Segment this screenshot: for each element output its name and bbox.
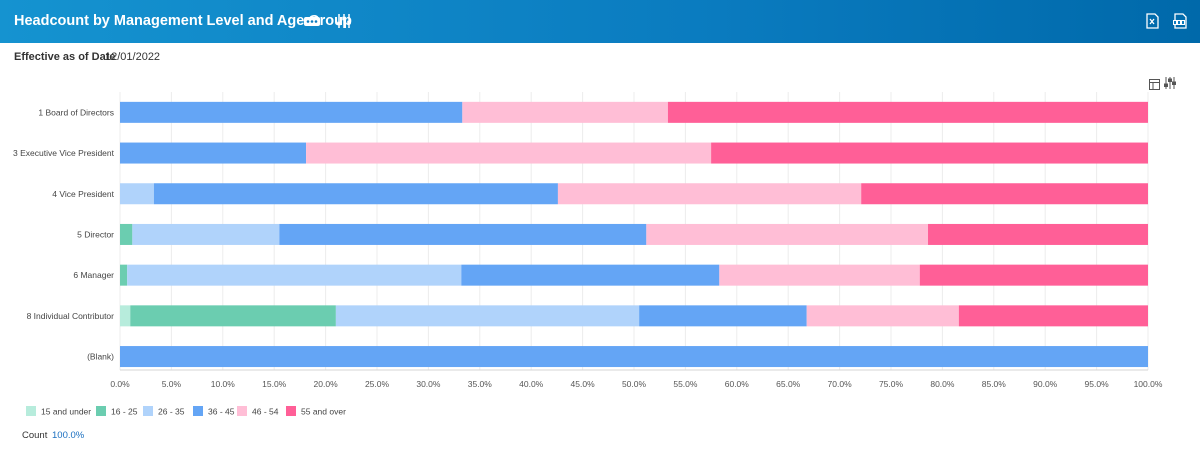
bar-segment[interactable]	[958, 305, 1148, 327]
legend-swatch	[237, 406, 247, 416]
x-tick-label: 10.0%	[211, 379, 236, 389]
sliders-icon[interactable]	[335, 12, 353, 30]
legend-label[interactable]: 16 - 25	[111, 407, 138, 417]
x-tick-label: 60.0%	[725, 379, 750, 389]
x-tick-label: 55.0%	[673, 379, 698, 389]
bar-segment[interactable]	[120, 223, 133, 245]
x-tick-label: 95.0%	[1085, 379, 1110, 389]
legend-label[interactable]: 36 - 45	[208, 407, 235, 417]
category-label: (Blank)	[87, 352, 114, 362]
category-label: 6 Manager	[73, 270, 114, 280]
legend-label[interactable]: 46 - 54	[252, 407, 279, 417]
x-tick-label: 30.0%	[416, 379, 441, 389]
widget-header: Headcount by Management Level and Age Gr…	[0, 0, 1200, 43]
category-label: 3 Executive Vice President	[13, 148, 115, 158]
export-excel-icon[interactable]	[1143, 12, 1161, 30]
bar-segment[interactable]	[646, 223, 929, 245]
x-tick-label: 80.0%	[930, 379, 955, 389]
category-label: 5 Director	[77, 229, 114, 239]
bar-segment[interactable]	[928, 223, 1148, 245]
bar-segment[interactable]	[335, 305, 640, 327]
effective-date-value[interactable]: 12/01/2022	[105, 51, 161, 63]
bar-segment[interactable]	[667, 101, 1148, 123]
bar-segment[interactable]	[279, 223, 647, 245]
x-tick-label: 75.0%	[879, 379, 904, 389]
bar-segment[interactable]	[153, 183, 558, 205]
count-label: Count	[22, 430, 48, 441]
legend-swatch	[286, 406, 296, 416]
bar-segment[interactable]	[120, 183, 154, 205]
x-tick-label: 65.0%	[776, 379, 801, 389]
x-tick-label: 20.0%	[314, 379, 339, 389]
bar-segment[interactable]	[461, 264, 720, 286]
table-view-icon[interactable]	[1149, 79, 1160, 90]
x-tick-label: 70.0%	[828, 379, 853, 389]
chart-settings-icon[interactable]	[1164, 77, 1176, 89]
bar-segment[interactable]	[711, 142, 1148, 164]
category-label: 1 Board of Directors	[38, 107, 114, 117]
x-tick-label: 50.0%	[622, 379, 647, 389]
legend-label[interactable]: 26 - 35	[158, 407, 185, 417]
bar-segment[interactable]	[719, 264, 920, 286]
more-dots-icon[interactable]	[303, 12, 321, 30]
x-tick-label: 0.0%	[110, 379, 130, 389]
bar-segment[interactable]	[130, 305, 336, 327]
bar-segment[interactable]	[120, 264, 128, 286]
legend-swatch	[96, 406, 106, 416]
export-pdf-icon[interactable]	[1171, 12, 1189, 30]
bar-segment[interactable]	[120, 346, 1148, 368]
x-tick-label: 40.0%	[519, 379, 544, 389]
bar-segment[interactable]	[806, 305, 959, 327]
bar-segment[interactable]	[120, 101, 463, 123]
x-tick-label: 90.0%	[1033, 379, 1058, 389]
category-label: 8 Individual Contributor	[27, 311, 115, 321]
legend-swatch	[26, 406, 36, 416]
legend-swatch	[193, 406, 203, 416]
category-label: 4 Vice President	[52, 189, 114, 199]
bar-segment[interactable]	[919, 264, 1148, 286]
x-tick-label: 85.0%	[982, 379, 1007, 389]
bar-segment[interactable]	[120, 142, 307, 164]
count-value[interactable]: 100.0%	[52, 430, 85, 441]
x-tick-label: 100.0%	[1134, 379, 1163, 389]
bar-segment[interactable]	[120, 305, 131, 327]
legend-label[interactable]: 55 and over	[301, 407, 346, 417]
effective-date-label: Effective as of Date	[14, 51, 116, 63]
bar-segment[interactable]	[462, 101, 668, 123]
bar-segment[interactable]	[639, 305, 807, 327]
x-tick-label: 5.0%	[162, 379, 182, 389]
legend-label[interactable]: 15 and under	[41, 407, 91, 417]
bar-segment[interactable]	[557, 183, 862, 205]
x-tick-label: 25.0%	[365, 379, 390, 389]
bar-segment[interactable]	[306, 142, 712, 164]
page-title: Headcount by Management Level and Age Gr…	[14, 13, 352, 29]
bar-segment[interactable]	[132, 223, 280, 245]
bar-segment[interactable]	[861, 183, 1148, 205]
x-tick-label: 35.0%	[468, 379, 493, 389]
x-tick-label: 45.0%	[571, 379, 596, 389]
bar-segment[interactable]	[127, 264, 462, 286]
legend-swatch	[143, 406, 153, 416]
x-tick-label: 15.0%	[262, 379, 287, 389]
